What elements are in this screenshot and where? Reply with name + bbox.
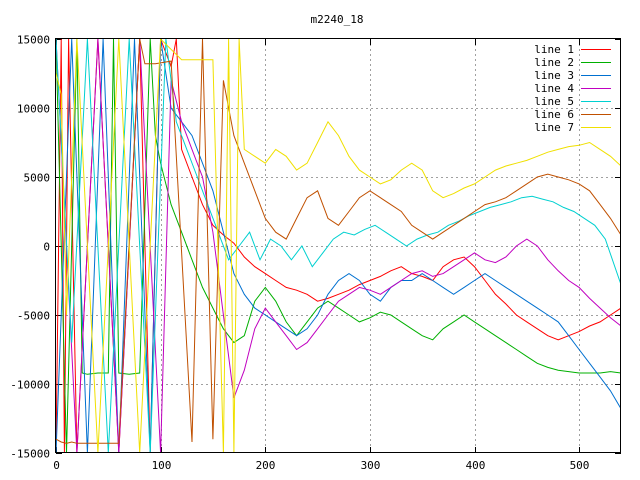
legend-label-5: line 5	[534, 95, 574, 108]
plot-frame	[55, 38, 621, 453]
x-tick-label: 100	[152, 459, 172, 472]
series-lines	[56, 39, 621, 453]
y-tick-label: 15000	[17, 34, 50, 47]
x-tick-label: 500	[570, 459, 590, 472]
series-7-line	[56, 39, 621, 453]
series-3-line	[56, 39, 621, 453]
x-tick-label: 300	[361, 459, 381, 472]
y-tick-label: 10000	[17, 103, 50, 116]
x-tick-label: 400	[466, 459, 486, 472]
series-6-line	[56, 39, 621, 444]
series-5-line	[56, 39, 621, 453]
chart-title: m2240_18	[311, 13, 364, 26]
series-1-line	[56, 39, 621, 453]
legend-label-4: line 4	[534, 82, 574, 95]
axis-ticks: 0 100 200 300 400 500 -15000 -10000 -5000 0 5000 10…	[10, 34, 621, 472]
y-tick-label: -5000	[17, 310, 50, 323]
legend-label-6: line 6	[534, 108, 574, 121]
y-tick-label: 0	[43, 241, 50, 254]
y-tick-label: 5000	[24, 172, 51, 185]
legend-label-3: line 3	[534, 69, 574, 82]
legend-label-7: line 7	[534, 121, 574, 134]
y-tick-label: -15000	[10, 448, 50, 461]
x-tick-label: 0	[53, 459, 60, 472]
series-4-line	[56, 39, 621, 453]
x-tick-label: 200	[256, 459, 276, 472]
grid	[56, 39, 621, 453]
legend-label-2: line 2	[534, 56, 574, 69]
legend-label-1: line 1	[534, 43, 574, 56]
y-tick-label: -10000	[10, 379, 50, 392]
